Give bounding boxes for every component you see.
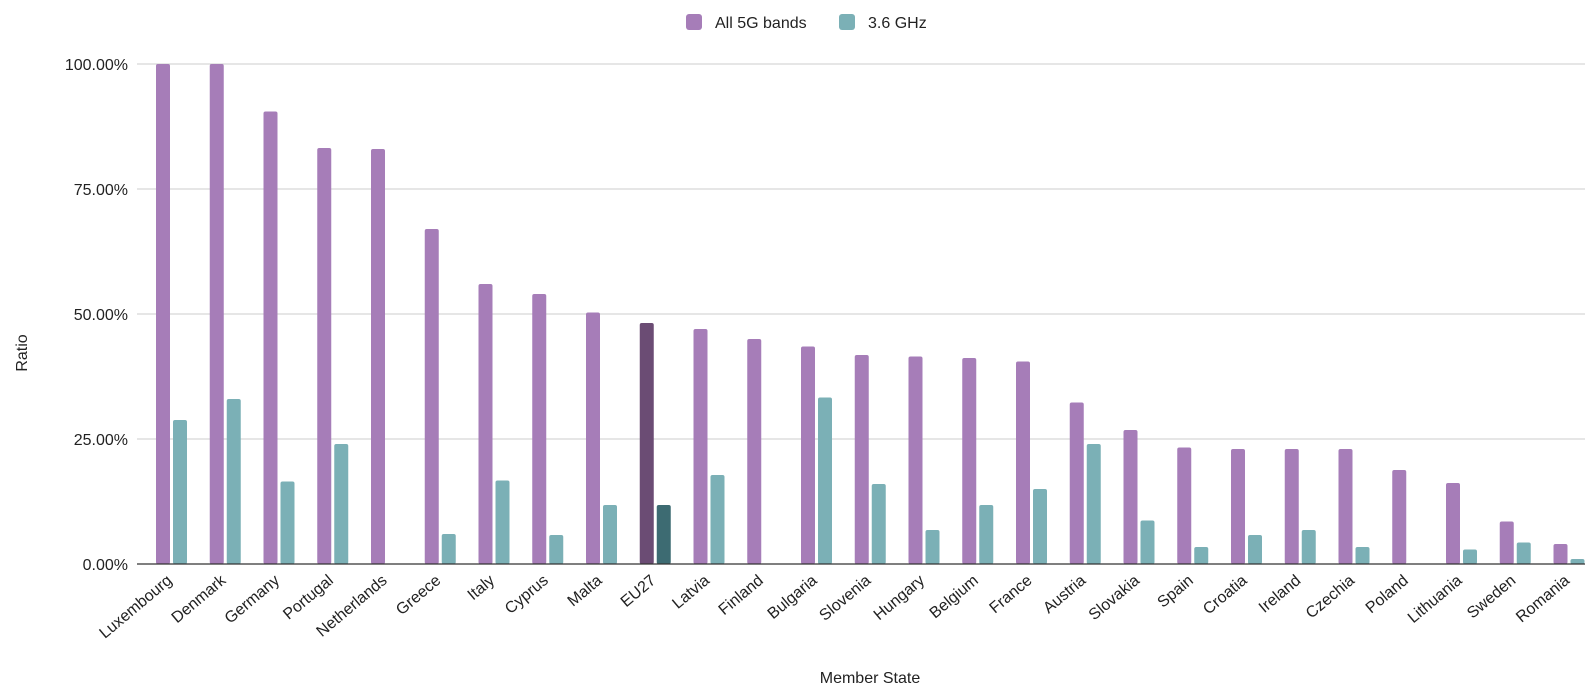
bar-slovakia-3-6-ghz: [1140, 520, 1155, 564]
x-tick-label: Croatia: [1200, 572, 1251, 618]
x-tick-label: Belgium: [927, 572, 982, 622]
bar-czechia-3-6-ghz: [1355, 547, 1370, 564]
bar-austria-all-5g-bands: [1069, 402, 1084, 564]
bar-germany-3-6-ghz: [280, 481, 295, 564]
bar-malta-3-6-ghz: [603, 505, 617, 564]
bar-cyprus-3-6-ghz: [549, 535, 564, 564]
x-tick-label: Latvia: [669, 572, 713, 613]
bar-spain-3-6-ghz: [1194, 547, 1209, 564]
x-tick-label: Greece: [393, 572, 444, 619]
x-tick-label: Czechia: [1303, 572, 1358, 622]
x-tick-label: Germany: [222, 572, 283, 627]
x-tick-label: Slovenia: [816, 572, 874, 625]
x-tick-label: Cyprus: [502, 572, 552, 618]
x-axis-labels: LuxembourgDenmarkGermanyPortugalNetherla…: [97, 571, 1574, 642]
x-tick-label: EU27: [618, 572, 660, 611]
bar-luxembourg-3-6-ghz: [173, 420, 187, 564]
bar-finland-all-5g-bands: [747, 339, 762, 564]
x-tick-label: Denmark: [169, 571, 230, 626]
y-tick-label: 0.00%: [83, 557, 128, 574]
x-tick-label: Poland: [1363, 572, 1412, 617]
bar-romania-3-6-ghz: [1570, 559, 1585, 564]
bar-greece-all-5g-bands: [424, 229, 439, 564]
bar-austria-3-6-ghz: [1086, 444, 1101, 564]
bar-greece-3-6-ghz: [441, 534, 456, 564]
bar-ireland-3-6-ghz: [1301, 530, 1316, 564]
legend-swatch-3-6-ghz: [839, 14, 855, 30]
bar-czechia-all-5g-bands: [1338, 449, 1353, 564]
bar-croatia-all-5g-bands: [1231, 449, 1245, 564]
x-tick-label: Hungary: [871, 572, 928, 624]
x-tick-label: Finland: [716, 572, 767, 619]
bar-latvia-3-6-ghz: [710, 475, 725, 564]
bar-eu27-3-6-ghz: [656, 505, 671, 564]
y-tick-label: 25.00%: [74, 432, 128, 449]
bar-hungary-all-5g-bands: [908, 356, 923, 564]
bar-croatia-3-6-ghz: [1248, 535, 1262, 564]
x-tick-label: Lithuania: [1405, 572, 1466, 627]
x-tick-label: Sweden: [1464, 572, 1519, 622]
bar-poland-all-5g-bands: [1392, 470, 1407, 564]
bar-belgium-3-6-ghz: [979, 505, 994, 564]
bar-hungary-3-6-ghz: [925, 530, 940, 564]
bar-slovakia-all-5g-bands: [1123, 430, 1138, 564]
bar-slovenia-3-6-ghz: [871, 484, 886, 564]
bar-romania-all-5g-bands: [1553, 544, 1568, 564]
bar-denmark-3-6-ghz: [226, 399, 241, 564]
bar-malta-all-5g-bands: [586, 312, 600, 564]
x-tick-label: Slovakia: [1086, 572, 1143, 624]
bar-lithuania-all-5g-bands: [1446, 483, 1460, 564]
x-tick-label: Romania: [1513, 572, 1573, 626]
y-axis-title: Ratio: [14, 334, 31, 371]
bar-luxembourg-all-5g-bands: [156, 64, 170, 564]
bar-bulgaria-3-6-ghz: [818, 397, 832, 564]
bar-ireland-all-5g-bands: [1284, 449, 1299, 564]
x-tick-label: Spain: [1155, 572, 1197, 611]
bar-france-3-6-ghz: [1033, 489, 1047, 564]
legend-label-3-6-ghz: 3.6 GHz: [868, 15, 927, 32]
bar-latvia-all-5g-bands: [693, 329, 708, 564]
x-tick-label: Ireland: [1256, 572, 1304, 616]
bar-lithuania-3-6-ghz: [1463, 549, 1477, 564]
bar-netherlands-all-5g-bands: [371, 149, 385, 564]
x-axis-title: Member State: [820, 670, 921, 687]
bar-spain-all-5g-bands: [1177, 447, 1192, 564]
bar-cyprus-all-5g-bands: [532, 294, 547, 564]
bar-denmark-all-5g-bands: [209, 64, 224, 564]
y-axis-ticks: 0.00% 25.00% 50.00% 75.00% 100.00%: [65, 57, 128, 574]
bar-sweden-3-6-ghz: [1516, 542, 1531, 564]
bar-eu27-all-5g-bands: [639, 323, 654, 564]
bar-germany-all-5g-bands: [263, 111, 278, 564]
x-tick-label: Italy: [465, 572, 498, 604]
bar-sweden-all-5g-bands: [1499, 521, 1514, 564]
bar-france-all-5g-bands: [1016, 361, 1030, 564]
y-tick-label: 100.00%: [65, 57, 128, 74]
x-tick-label: France: [986, 572, 1035, 617]
y-tick-label: 75.00%: [74, 182, 128, 199]
y-tick-label: 50.00%: [74, 307, 128, 324]
bar-slovenia-all-5g-bands: [854, 355, 869, 564]
bars: [156, 64, 1585, 564]
x-tick-label: Malta: [565, 572, 606, 610]
legend: All 5G bands 3.6 GHz: [686, 14, 927, 32]
bar-portugal-3-6-ghz: [334, 444, 349, 564]
x-tick-label: Bulgaria: [765, 572, 821, 623]
x-tick-label: Austria: [1040, 572, 1089, 617]
bar-italy-3-6-ghz: [495, 480, 510, 564]
bar-italy-all-5g-bands: [478, 284, 493, 564]
x-tick-label: Luxembourg: [97, 572, 176, 642]
bar-belgium-all-5g-bands: [962, 358, 977, 564]
bar-bulgaria-all-5g-bands: [801, 346, 815, 564]
legend-swatch-all-5g-bands: [686, 14, 702, 30]
legend-label-all-5g-bands: All 5G bands: [715, 15, 807, 32]
bar-portugal-all-5g-bands: [317, 148, 332, 564]
